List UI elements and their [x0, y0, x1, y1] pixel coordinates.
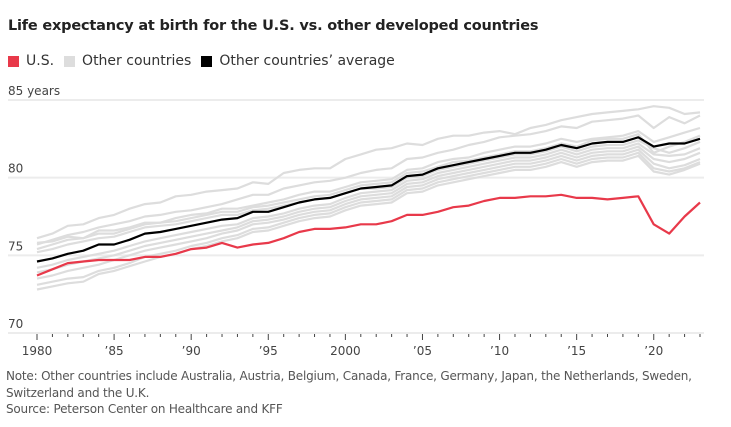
legend-item-other-countries: Other countries	[64, 53, 191, 69]
y-tick-label-75: 75	[8, 239, 23, 253]
x-tick-label-2020: ’20	[644, 344, 663, 358]
series-line-other-country-6	[36, 142, 701, 269]
legend-swatch-average	[201, 55, 213, 67]
x-tick-label-1990: ’90	[182, 344, 201, 358]
legend-label-us: U.S.	[26, 53, 55, 69]
note-text-line2: Switzerland and the U.K.	[6, 385, 150, 400]
x-tick-label-1985: ’85	[105, 344, 124, 358]
x-axis: 1980 ’85 ’90 ’95 2000 ’05 ’10 ’15 ’20	[22, 334, 701, 358]
note-text-line1: Note: Other countries include Australia,…	[6, 369, 692, 383]
legend-swatch-us	[8, 55, 19, 67]
x-tick-label-2000: 2000	[330, 344, 361, 358]
x-tick-label-2005: ’05	[413, 344, 432, 358]
series-line-other-country-7	[36, 145, 701, 274]
legend-label-other-countries: Other countries	[82, 53, 192, 69]
y-tick-label-80: 80	[8, 162, 23, 176]
chart-footer: Note: Other countries include Australia,…	[6, 368, 726, 418]
series-line-other-country-4	[36, 133, 701, 251]
legend-item-us: U.S.	[8, 53, 54, 69]
y-axis-labels: 85 years 80 75 70	[8, 84, 60, 331]
gridlines	[8, 99, 704, 334]
source-text: Source: Peterson Center on Healthcare an…	[6, 402, 283, 416]
x-tick-label-1980: 1980	[22, 344, 53, 358]
line-chart: 85 years 80 75 70 1980 ’85 ’90 ’95 2000 ’05 ’10 ’1…	[8, 84, 704, 358]
x-tick-label-2015: ’15	[567, 344, 586, 358]
series-line-other-country-1	[36, 105, 701, 240]
series-line-other-country-3	[36, 126, 701, 244]
legend: U.S. Other countries Other countries’ av…	[8, 53, 405, 69]
chart-title: Life expectancy at birth for the U.S. vs…	[8, 18, 539, 34]
highlight-lines	[36, 136, 701, 277]
x-tick-label-2010: ’10	[490, 344, 509, 358]
legend-label-average: Other countries’ average	[219, 53, 395, 69]
series-line-us	[36, 193, 701, 277]
legend-swatch-other-countries	[64, 55, 76, 67]
series-line-other-country-8	[36, 148, 701, 280]
y-tick-label-85: 85 years	[8, 84, 60, 98]
y-tick-label-70: 70	[8, 317, 23, 331]
series-line-other-country-2	[36, 114, 701, 246]
series-line-other-country-10	[36, 154, 701, 291]
x-tick-label-1995: ’95	[259, 344, 278, 358]
legend-item-average: Other countries’ average	[201, 53, 395, 69]
series-line-average	[36, 136, 701, 263]
